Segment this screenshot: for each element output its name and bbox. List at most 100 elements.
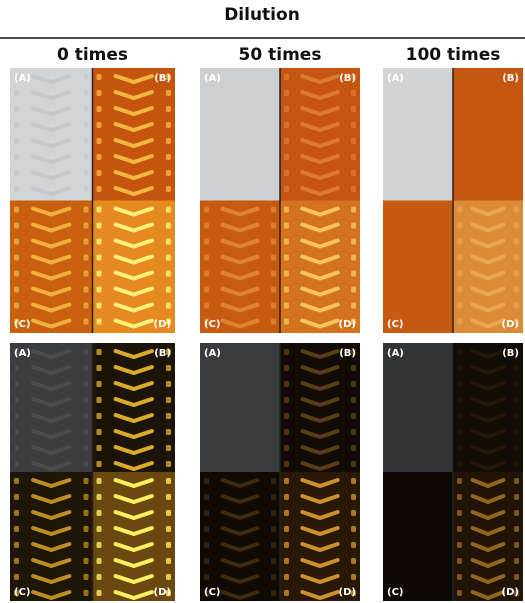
pattern (351, 254, 356, 261)
pattern (204, 286, 209, 293)
quadrant (200, 472, 280, 601)
pattern (83, 478, 89, 484)
quadrant-label: (A) (387, 73, 404, 84)
pattern (271, 478, 276, 484)
pattern (271, 254, 276, 261)
quadrant (280, 200, 360, 333)
pattern (83, 222, 89, 229)
pattern (470, 365, 506, 376)
pattern (220, 494, 260, 505)
pattern (14, 494, 19, 500)
pattern (457, 590, 462, 596)
pattern (113, 74, 154, 85)
pattern (166, 526, 171, 532)
pattern (470, 445, 506, 456)
pattern (14, 270, 19, 277)
quadrant-label: (A) (387, 348, 404, 359)
pattern (96, 318, 102, 325)
pattern (300, 122, 340, 133)
pattern (351, 170, 356, 176)
pattern (300, 413, 340, 424)
pattern (271, 302, 276, 309)
quadrant-label: (D) (339, 587, 356, 598)
pattern (204, 558, 209, 564)
pattern (204, 270, 209, 277)
pattern (166, 510, 171, 516)
pattern (300, 238, 340, 249)
pattern (83, 494, 89, 500)
pattern (514, 478, 519, 484)
pattern (96, 510, 102, 516)
pattern (113, 397, 154, 408)
pattern (166, 222, 171, 229)
pattern (300, 170, 340, 181)
pattern (113, 558, 154, 569)
pattern (14, 397, 19, 403)
pattern (83, 90, 89, 96)
pattern (284, 478, 289, 484)
pattern (351, 429, 356, 435)
pattern (271, 542, 276, 548)
pattern (113, 574, 154, 585)
pattern (83, 381, 89, 387)
quadrant (200, 200, 280, 333)
quadrant (453, 343, 523, 472)
pattern (204, 318, 209, 325)
pattern (284, 122, 289, 128)
pattern (31, 238, 72, 249)
pattern (284, 186, 289, 192)
pattern (166, 154, 171, 160)
pattern (351, 106, 356, 112)
pattern (14, 461, 19, 467)
photo: (A) (B) (C) (D) (10, 68, 175, 333)
pattern (220, 238, 260, 249)
pattern (204, 254, 209, 261)
pattern (113, 186, 154, 197)
pattern (166, 381, 171, 387)
pattern (83, 286, 89, 293)
pattern (351, 318, 356, 325)
pattern (351, 478, 356, 484)
pattern (166, 286, 171, 293)
pattern (113, 429, 154, 440)
pattern (31, 478, 72, 489)
pattern (351, 461, 356, 467)
pattern (31, 138, 72, 149)
pattern (300, 381, 340, 392)
pattern (204, 542, 209, 548)
pattern (96, 90, 102, 96)
quadrant-label: (C) (204, 319, 220, 330)
pattern (271, 238, 276, 245)
pattern (271, 318, 276, 325)
pattern (351, 270, 356, 277)
pattern (514, 429, 519, 435)
pattern (83, 461, 89, 467)
pattern (220, 222, 260, 233)
pattern (83, 170, 89, 176)
pattern (31, 74, 72, 85)
pattern (14, 90, 19, 96)
pattern (113, 526, 154, 537)
pattern (220, 542, 260, 553)
pattern (351, 590, 356, 596)
pattern (14, 318, 19, 325)
pattern (96, 542, 102, 548)
pattern (470, 510, 506, 521)
quadrant-label: (B) (502, 73, 519, 84)
pattern (113, 413, 154, 424)
pattern (96, 558, 102, 564)
pattern (351, 138, 356, 144)
pattern (300, 397, 340, 408)
quadrant-label: (B) (154, 348, 171, 359)
quadrant-label: (D) (154, 319, 171, 330)
pattern (220, 318, 260, 329)
pattern (31, 106, 72, 117)
pattern (351, 381, 356, 387)
pattern (113, 381, 154, 392)
pattern (457, 494, 462, 500)
pattern (470, 397, 506, 408)
pattern (300, 526, 340, 537)
pattern (113, 90, 154, 101)
pattern (83, 318, 89, 325)
pattern (300, 542, 340, 553)
